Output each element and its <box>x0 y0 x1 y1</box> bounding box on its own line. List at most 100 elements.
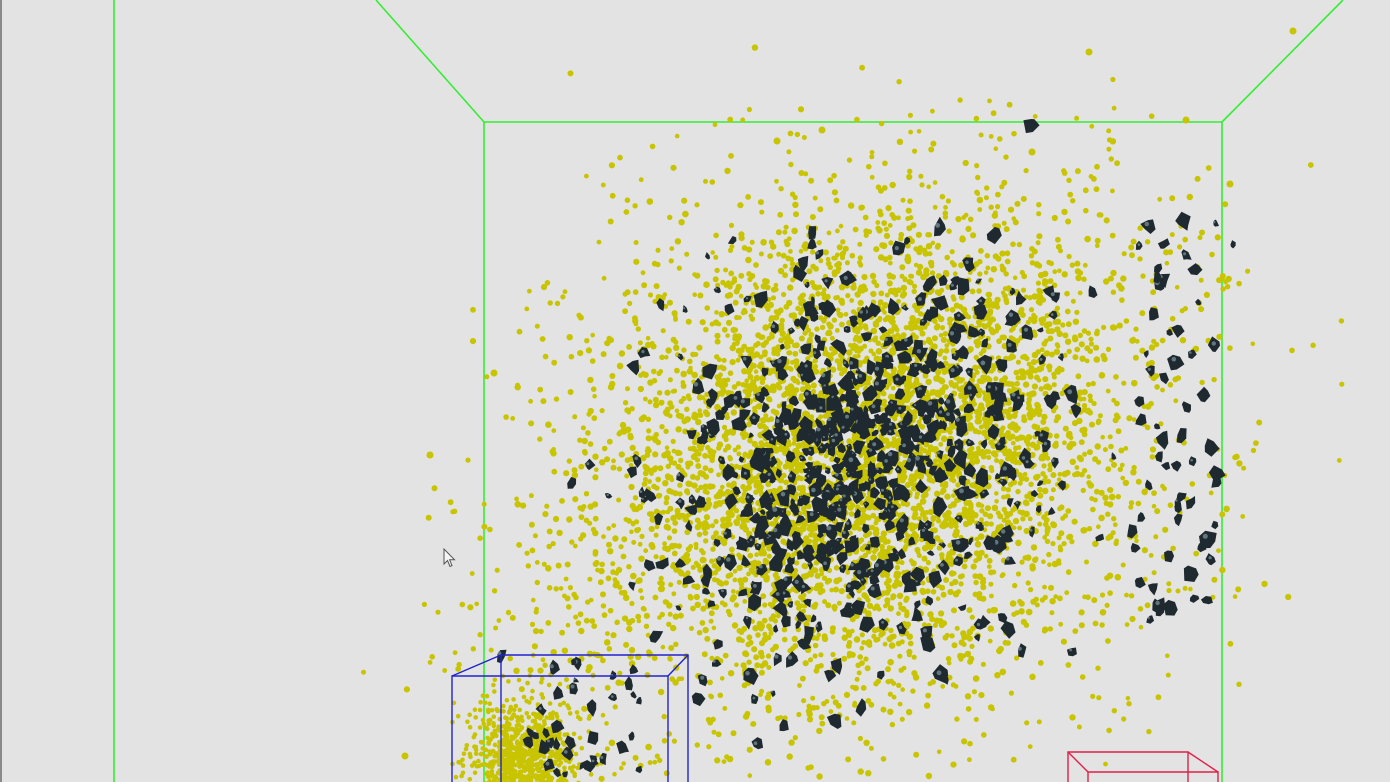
yellow-particle <box>978 248 984 254</box>
yellow-particle <box>1072 318 1080 325</box>
yellow-particle <box>1023 168 1029 174</box>
yellow-particle <box>732 299 739 306</box>
yellow-particle <box>1179 308 1185 314</box>
yellow-particle <box>817 582 824 589</box>
yellow-particle <box>877 299 884 306</box>
yellow-particle <box>551 428 557 433</box>
yellow-particle <box>1128 244 1135 251</box>
yellow-particle <box>887 691 893 697</box>
yellow-particle <box>856 670 862 676</box>
yellow-particle <box>703 326 709 333</box>
yellow-particle <box>531 643 539 650</box>
yellow-particle <box>1042 535 1048 540</box>
yellow-particle <box>1055 236 1061 243</box>
yellow-particle <box>566 334 573 341</box>
yellow-particle <box>1090 506 1096 513</box>
yellow-particle <box>803 171 809 177</box>
yellow-particle <box>1174 285 1180 290</box>
yellow-particle <box>834 358 840 364</box>
yellow-particle <box>974 541 982 548</box>
yellow-particle <box>1027 373 1034 380</box>
yellow-particle <box>971 689 978 695</box>
yellow-particle <box>1151 570 1157 576</box>
yellow-particle <box>665 347 672 354</box>
yellow-particle <box>772 572 779 578</box>
yellow-particle <box>910 560 917 567</box>
yellow-particle <box>900 197 906 203</box>
yellow-particle <box>770 647 776 653</box>
yellow-particle <box>1109 232 1116 239</box>
yellow-particle <box>765 704 772 711</box>
yellow-particle <box>964 693 972 700</box>
yellow-particle <box>528 493 534 499</box>
yellow-particle <box>618 544 624 550</box>
yellow-particle <box>671 591 677 597</box>
yellow-particle <box>957 97 963 103</box>
yellow-particle <box>783 479 789 486</box>
yellow-particle <box>551 468 558 475</box>
yellow-particle <box>717 692 724 699</box>
yellow-particle <box>893 570 899 576</box>
yellow-particle <box>958 262 965 269</box>
yellow-particle <box>540 398 547 405</box>
yellow-particle <box>882 310 887 315</box>
yellow-particle <box>677 450 683 456</box>
yellow-particle <box>991 504 999 512</box>
yellow-particle <box>1134 338 1140 344</box>
yellow-particle <box>723 580 729 586</box>
yellow-particle <box>590 386 597 393</box>
yellow-particle <box>1039 347 1045 353</box>
yellow-particle <box>1046 363 1053 370</box>
yellow-particle <box>1020 434 1026 441</box>
yellow-particle <box>1010 241 1016 247</box>
yellow-particle <box>785 333 791 338</box>
yellow-particle <box>831 603 838 611</box>
yellow-particle <box>599 408 605 414</box>
yellow-particle <box>930 140 937 147</box>
yellow-particle <box>677 612 684 619</box>
yellow-particle <box>575 620 582 626</box>
yellow-particle <box>973 115 980 122</box>
yellow-particle <box>904 501 911 507</box>
yellow-particle <box>763 413 769 419</box>
yellow-particle <box>961 653 967 659</box>
yellow-particle <box>727 455 733 460</box>
yellow-particle <box>630 572 637 580</box>
yellow-particle <box>1058 621 1064 627</box>
yellow-particle <box>866 642 873 648</box>
yellow-particle <box>992 253 999 260</box>
yellow-particle <box>1158 421 1164 427</box>
yellow-particle <box>1129 252 1135 259</box>
yellow-particle <box>556 529 563 537</box>
yellow-particle <box>666 621 672 627</box>
yellow-particle <box>1049 328 1055 335</box>
yellow-particle <box>738 235 745 242</box>
yellow-particle <box>699 319 706 326</box>
yellow-particle <box>990 266 997 273</box>
yellow-particle <box>1110 269 1117 277</box>
yellow-particle <box>914 376 920 382</box>
yellow-particle <box>1094 328 1100 334</box>
yellow-particle <box>549 448 556 455</box>
yellow-particle <box>669 404 675 410</box>
yellow-particle <box>934 244 941 250</box>
yellow-particle <box>951 642 958 649</box>
yellow-particle <box>980 453 987 460</box>
yellow-particle <box>983 520 990 527</box>
yellow-particle <box>753 369 759 374</box>
yellow-particle <box>903 544 909 550</box>
yellow-particle <box>680 370 687 378</box>
yellow-particle <box>1076 389 1084 396</box>
yellow-particle <box>731 341 737 347</box>
yellow-particle <box>707 467 714 474</box>
yellow-particle <box>514 496 519 502</box>
yellow-particle <box>876 317 882 323</box>
yellow-particle <box>838 223 844 229</box>
yellow-particle <box>841 655 848 662</box>
yellow-particle <box>821 575 828 581</box>
yellow-particle <box>881 185 888 191</box>
yellow-particle <box>663 500 669 506</box>
yellow-particle <box>698 484 704 491</box>
